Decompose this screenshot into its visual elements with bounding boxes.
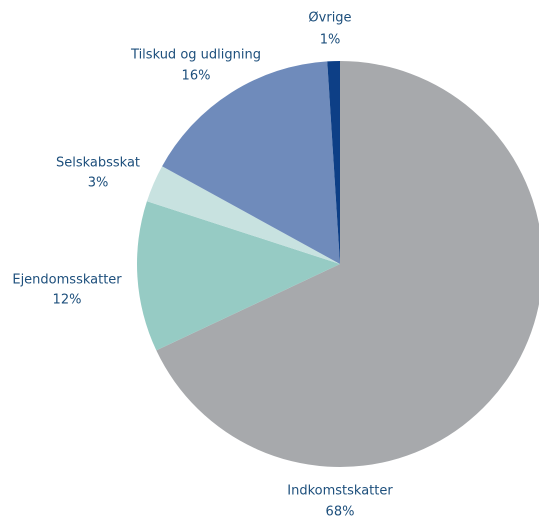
slice-value-label: 16% (182, 69, 211, 84)
pie-slice (327, 61, 340, 264)
slice-value-label: 1% (320, 33, 341, 48)
pie-slice (137, 201, 340, 351)
slice-value-label: 3% (88, 176, 109, 191)
slice-value-label: 12% (53, 293, 82, 308)
slice-label: Indkomstskatter (287, 484, 393, 499)
pie-slice (146, 166, 340, 264)
slice-label: Ejendomsskatter (12, 273, 122, 288)
slice-value-label: 68% (326, 505, 355, 517)
pie-slice (162, 61, 340, 264)
pie-slice (156, 61, 539, 467)
slice-label: Øvrige (308, 11, 351, 26)
slice-label: Tilskud og udligning (130, 48, 261, 63)
slice-label: Selskabsskat (56, 156, 140, 171)
